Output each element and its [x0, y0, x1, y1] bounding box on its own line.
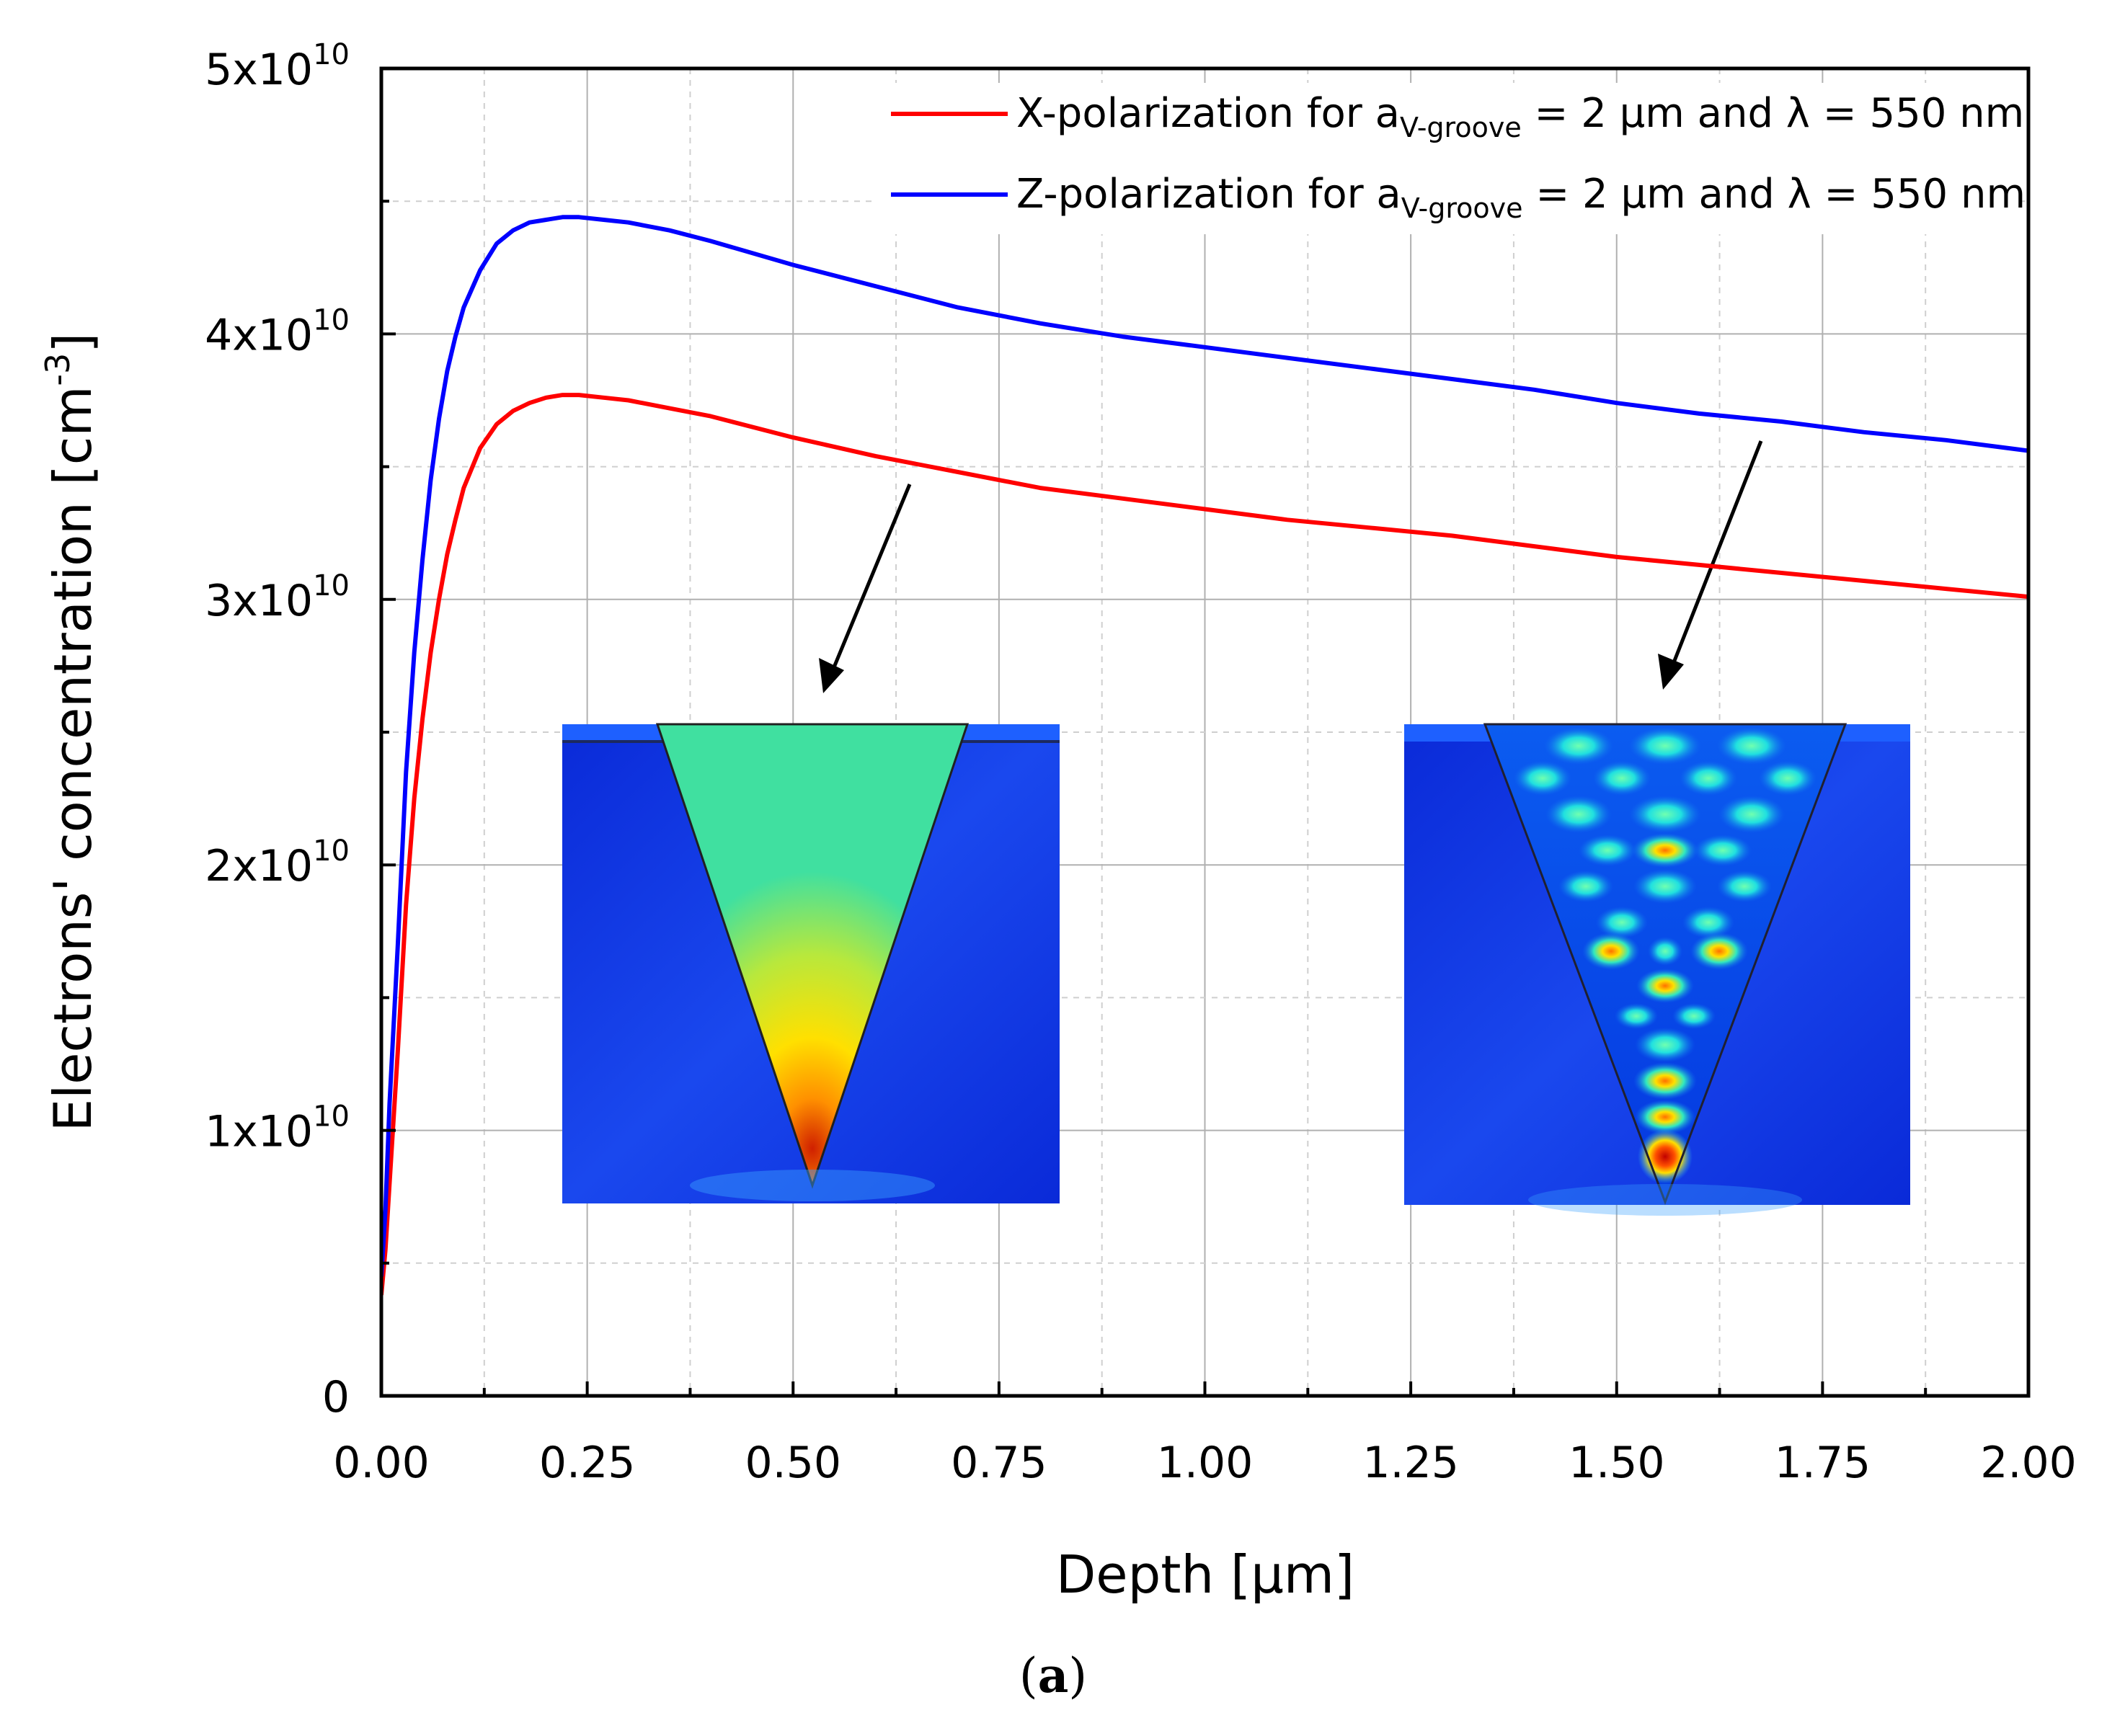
field-spot [1544, 727, 1613, 765]
x-tick-label: 0.75 [951, 1438, 1047, 1488]
x-tick-label: 1.00 [1157, 1438, 1254, 1488]
field-spot [1717, 727, 1786, 765]
field-spot [1593, 761, 1651, 796]
field-spot [1648, 937, 1682, 966]
field-spot [1514, 761, 1571, 796]
field-spot [1682, 907, 1734, 938]
field-spot [1635, 1028, 1695, 1062]
y-tick-label: 3x1010 [205, 569, 350, 626]
legend-entry-x: X-polarization for aV-groove = 2 μm and … [1016, 90, 2024, 143]
arrow-to-z-inset [1658, 440, 1763, 690]
legend: X-polarization for aV-groove = 2 μm and … [876, 83, 2026, 234]
field-spot [1558, 871, 1613, 902]
y-tick-label: 5x1010 [205, 38, 350, 95]
y-axis-label: Electrons' concentration [cm-3] [38, 333, 103, 1132]
field-spot [1759, 761, 1817, 796]
legend-entry-z: Z-polarization for aV-groove = 2 μm and … [1016, 171, 2026, 224]
field-spot [1690, 932, 1748, 970]
field-spot [1672, 1003, 1716, 1029]
x-tick-labels: 0.00 0.25 0.50 0.75 1.00 1.25 1.50 1.75 2.00 [333, 1438, 2077, 1488]
field-spot [1633, 1062, 1697, 1100]
y-tick-label: 0 [322, 1372, 350, 1423]
x-tick-label: 0.25 [539, 1438, 636, 1488]
field-spot [1629, 727, 1701, 765]
field-spot [1615, 1003, 1658, 1029]
axis-ticks [380, 67, 2030, 1397]
y-tick-labels: 0 1x1010 2x1010 3x1010 4x1010 5x1010 [205, 38, 350, 1423]
y-tick-label: 2x1010 [205, 834, 350, 891]
x-tick-label: 1.25 [1362, 1438, 1459, 1488]
x-tick-label: 2.00 [1980, 1438, 2077, 1488]
field-spot [1582, 932, 1640, 970]
series-line-z-polarization [381, 215, 2028, 1277]
field-spot [1636, 969, 1694, 1003]
field-spot [1633, 869, 1697, 904]
y-tick-label: 4x1010 [205, 303, 350, 360]
x-tick-label: 0.50 [745, 1438, 841, 1488]
panel-label: (a) [1019, 1647, 1087, 1704]
field-spot [1718, 796, 1785, 833]
x-tick-label: 1.50 [1569, 1438, 1665, 1488]
field-spot [1629, 796, 1701, 833]
x-tick-label: 1.75 [1775, 1438, 1871, 1488]
field-spot [1545, 796, 1612, 833]
field-spot [1638, 1129, 1693, 1184]
curves [381, 215, 2028, 1296]
series-line-x-polarization [381, 393, 2028, 1296]
field-spot [1632, 833, 1698, 868]
field-spot [1635, 1100, 1695, 1134]
x-tick-label: 0.00 [333, 1438, 430, 1488]
arrow-to-x-inset [819, 484, 912, 693]
x-axis-label: Depth [μm] [1056, 1544, 1354, 1605]
field-spot [1596, 907, 1648, 938]
field-spot [1694, 834, 1752, 866]
field-spot [1717, 871, 1772, 902]
inset-z-polarization-field-map [1404, 723, 1910, 1216]
field-spot [1579, 834, 1636, 866]
y-tick-label: 1x1010 [205, 1100, 350, 1157]
inset-x-polarization-field-map [562, 723, 1060, 1203]
field-spot [1680, 761, 1737, 796]
